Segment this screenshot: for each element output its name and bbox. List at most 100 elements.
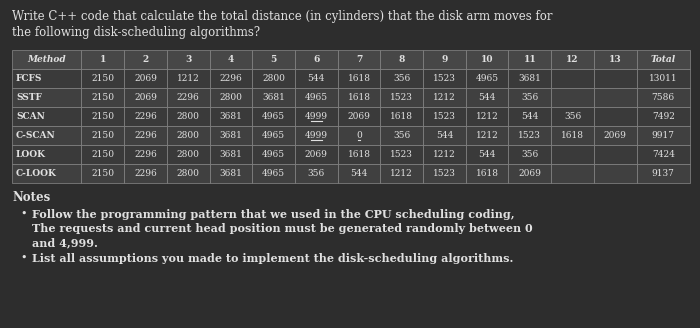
Bar xyxy=(124,50,167,69)
Text: 3681: 3681 xyxy=(219,169,242,178)
Text: 2069: 2069 xyxy=(134,93,157,102)
Bar xyxy=(551,69,594,88)
Text: 2150: 2150 xyxy=(91,150,114,159)
Bar xyxy=(466,88,508,107)
Text: 2069: 2069 xyxy=(604,131,626,140)
Bar xyxy=(594,126,636,145)
Bar xyxy=(81,145,124,164)
Bar xyxy=(466,145,508,164)
Text: 1212: 1212 xyxy=(433,93,456,102)
Bar xyxy=(466,164,508,183)
Bar xyxy=(337,126,380,145)
Text: 10: 10 xyxy=(481,55,493,64)
Text: 9: 9 xyxy=(441,55,447,64)
Text: 1: 1 xyxy=(99,55,106,64)
Bar xyxy=(337,164,380,183)
Text: 2296: 2296 xyxy=(134,169,157,178)
Text: 544: 544 xyxy=(478,93,496,102)
Bar xyxy=(209,107,252,126)
Text: 7492: 7492 xyxy=(652,112,675,121)
Text: 6: 6 xyxy=(313,55,319,64)
Bar xyxy=(337,145,380,164)
Text: 1523: 1523 xyxy=(391,93,413,102)
Bar xyxy=(466,50,508,69)
Text: 1618: 1618 xyxy=(347,150,370,159)
Bar xyxy=(594,88,636,107)
Text: 2150: 2150 xyxy=(91,131,114,140)
Bar xyxy=(551,107,594,126)
Bar xyxy=(466,126,508,145)
Bar xyxy=(551,50,594,69)
Bar xyxy=(508,126,551,145)
Text: 3: 3 xyxy=(185,55,191,64)
Text: 2150: 2150 xyxy=(91,169,114,178)
Text: 2069: 2069 xyxy=(134,74,157,83)
Bar xyxy=(124,145,167,164)
Text: 4999: 4999 xyxy=(304,112,328,121)
Bar xyxy=(337,88,380,107)
Text: 0: 0 xyxy=(356,131,362,140)
Bar xyxy=(81,107,124,126)
Text: Write C++ code that calculate the total distance (in cylinders) that the disk ar: Write C++ code that calculate the total … xyxy=(12,10,552,23)
Text: 2800: 2800 xyxy=(262,74,285,83)
Bar xyxy=(423,69,466,88)
Bar xyxy=(380,126,423,145)
Bar xyxy=(508,164,551,183)
Bar xyxy=(337,69,380,88)
Bar xyxy=(636,50,690,69)
Text: 4965: 4965 xyxy=(262,131,285,140)
Text: List all assumptions you made to implement the disk-scheduling algorithms.: List all assumptions you made to impleme… xyxy=(32,253,513,264)
Text: 2296: 2296 xyxy=(220,74,242,83)
Text: 1523: 1523 xyxy=(391,150,413,159)
Text: 544: 544 xyxy=(522,112,538,121)
Text: 2296: 2296 xyxy=(134,131,157,140)
Bar xyxy=(337,107,380,126)
Bar xyxy=(594,50,636,69)
Text: 544: 544 xyxy=(478,150,496,159)
Text: 2150: 2150 xyxy=(91,74,114,83)
Bar xyxy=(380,88,423,107)
Bar xyxy=(167,50,209,69)
Text: 5: 5 xyxy=(270,55,276,64)
Bar xyxy=(551,145,594,164)
Bar xyxy=(209,126,252,145)
Text: 4: 4 xyxy=(228,55,234,64)
Bar xyxy=(636,126,690,145)
Bar xyxy=(636,145,690,164)
Text: 2800: 2800 xyxy=(176,131,200,140)
Text: 2069: 2069 xyxy=(305,150,328,159)
Bar xyxy=(167,69,209,88)
Bar xyxy=(295,50,337,69)
Bar xyxy=(594,107,636,126)
Text: 13: 13 xyxy=(609,55,622,64)
Text: 3681: 3681 xyxy=(519,74,541,83)
Bar xyxy=(423,126,466,145)
Text: 1212: 1212 xyxy=(476,131,498,140)
Text: 1212: 1212 xyxy=(433,150,456,159)
Text: 1618: 1618 xyxy=(561,131,584,140)
Text: 2800: 2800 xyxy=(176,112,200,121)
Text: FCFS: FCFS xyxy=(16,74,43,83)
Text: •: • xyxy=(20,209,27,219)
Bar xyxy=(380,107,423,126)
Text: 2296: 2296 xyxy=(134,112,157,121)
Bar xyxy=(295,107,337,126)
Bar xyxy=(508,145,551,164)
Bar xyxy=(295,145,337,164)
Bar xyxy=(380,145,423,164)
Text: 2800: 2800 xyxy=(219,93,242,102)
Bar xyxy=(252,88,295,107)
Text: 3681: 3681 xyxy=(219,112,242,121)
Bar xyxy=(636,164,690,183)
Bar xyxy=(636,88,690,107)
Text: 1523: 1523 xyxy=(433,112,456,121)
Bar xyxy=(81,50,124,69)
Bar xyxy=(380,69,423,88)
Bar xyxy=(81,69,124,88)
Bar xyxy=(209,145,252,164)
Text: Notes: Notes xyxy=(12,191,50,204)
Bar xyxy=(81,126,124,145)
Bar xyxy=(12,88,81,107)
Text: 13011: 13011 xyxy=(649,74,678,83)
Bar xyxy=(508,88,551,107)
